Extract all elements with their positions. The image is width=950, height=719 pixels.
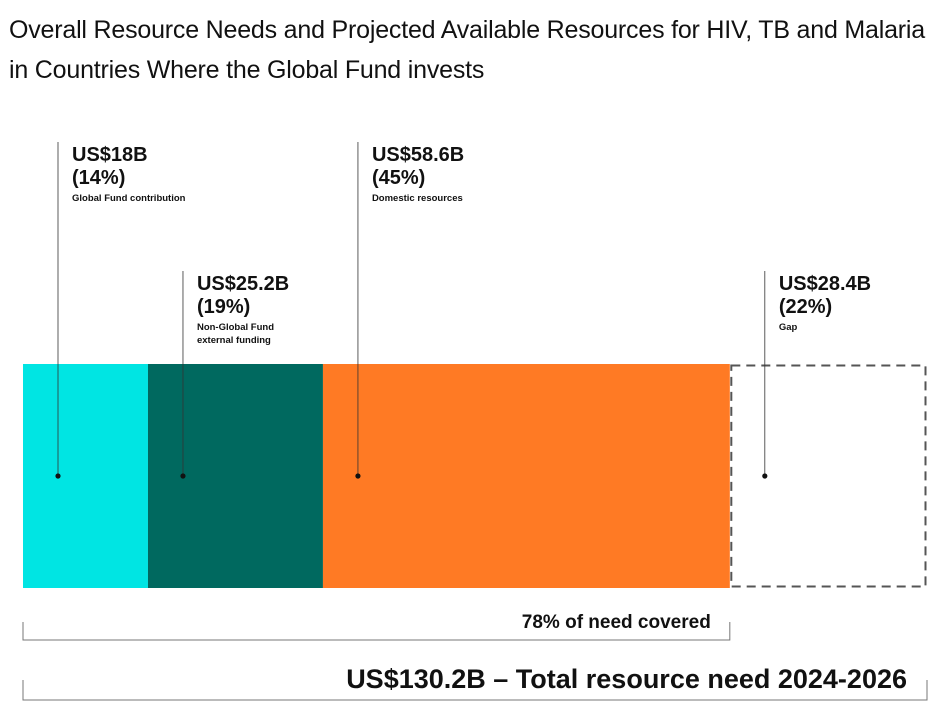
leader-dot-gap (762, 473, 768, 479)
bar-domestic-resources (322, 364, 730, 588)
percent-label-domestic-resources: (45%) (372, 167, 425, 189)
percent-label-global-fund-contribution: (14%) (72, 167, 125, 189)
total-label: US$130.2B – Total resource need 2024-202… (346, 664, 907, 694)
covered-label: 78% of need covered (522, 612, 711, 633)
percent-label-non-global-fund-external-funding: (19%) (197, 296, 250, 318)
bar-non-global-fund-external-funding (147, 364, 323, 588)
covered-bracket (22, 622, 731, 641)
segment-name-non-global-fund-external-funding: external funding (197, 335, 271, 346)
segment-name-gap: Gap (779, 322, 798, 333)
segment-name-non-global-fund-external-funding: Non-Global Fund (197, 322, 274, 333)
value-label-non-global-fund-external-funding: US$25.2B (197, 273, 289, 295)
chart-title: Overall Resource Needs and Projected Ava… (9, 16, 925, 84)
leader-dot-global-fund-contribution (55, 473, 61, 479)
value-label-global-fund-contribution: US$18B (72, 144, 148, 166)
leader-dot-domestic-resources (355, 473, 361, 479)
value-label-domestic-resources: US$58.6B (372, 144, 464, 166)
leader-dot-non-global-fund-external-funding (180, 473, 186, 479)
bar-global-fund-contribution (23, 364, 148, 588)
percent-label-gap: (22%) (779, 296, 832, 318)
value-label-gap: US$28.4B (779, 273, 871, 295)
segment-name-global-fund-contribution: Global Fund contribution (72, 193, 186, 204)
segment-name-domestic-resources: Domestic resources (372, 193, 463, 204)
total-bracket (22, 680, 928, 701)
bar-gap (730, 364, 927, 588)
